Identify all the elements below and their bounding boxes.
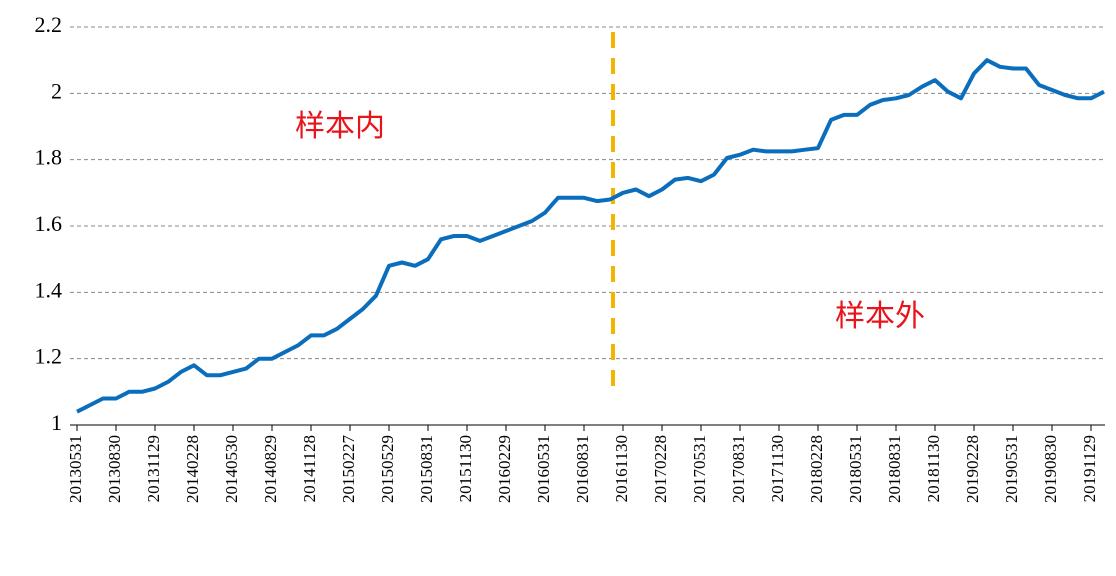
y-tick-label: 1.2: [35, 344, 63, 369]
x-tick-label: 20170531: [690, 435, 709, 503]
x-tick-label: 20150227: [339, 435, 358, 504]
x-tick-label: 20161130: [612, 435, 631, 502]
y-tick-label: 1.8: [35, 145, 63, 170]
x-tick-label: 20170831: [729, 435, 748, 503]
x-tick-label: 20190228: [963, 435, 982, 503]
x-tick-label: 20130830: [105, 435, 124, 503]
x-tick-label: 20180831: [885, 435, 904, 503]
x-tick-label: 20140530: [222, 435, 241, 503]
x-tick-label: 20150529: [378, 435, 397, 503]
x-tick-label: 20180228: [807, 435, 826, 503]
x-tick-label: 20180531: [846, 435, 865, 503]
x-tick-label: 20160229: [495, 435, 514, 503]
x-tick-label: 20190531: [1002, 435, 1021, 503]
x-tick-label: 20191129: [1080, 435, 1099, 502]
x-tick-label: 20140829: [261, 435, 280, 503]
x-tick-label: 20150831: [417, 435, 436, 503]
data-line: [76, 58, 1105, 414]
y-tick-label: 1.6: [35, 211, 63, 236]
x-tick-label: 20130531: [66, 435, 85, 503]
x-tick-label: 20190830: [1041, 435, 1060, 503]
x-tick-label: 20151130: [456, 435, 475, 502]
y-tick-label: 2.2: [35, 12, 63, 37]
x-tick-label: 20160831: [573, 435, 592, 503]
x-tick-label: 20160531: [534, 435, 553, 503]
y-tick-label: 2: [51, 78, 62, 103]
y-tick-label: 1: [51, 410, 62, 435]
x-tick-label: 20170228: [651, 435, 670, 503]
x-tick-label: 20141128: [300, 435, 319, 502]
x-tick-label: 20181130: [924, 435, 943, 502]
annotation: 样本外: [835, 299, 925, 334]
x-tick-label: 20131129: [144, 435, 163, 502]
y-tick-label: 1.4: [35, 277, 63, 302]
annotation: 样本内: [295, 109, 385, 144]
x-tick-label: 20171130: [768, 435, 787, 502]
x-tick-label: 20140228: [183, 435, 202, 503]
